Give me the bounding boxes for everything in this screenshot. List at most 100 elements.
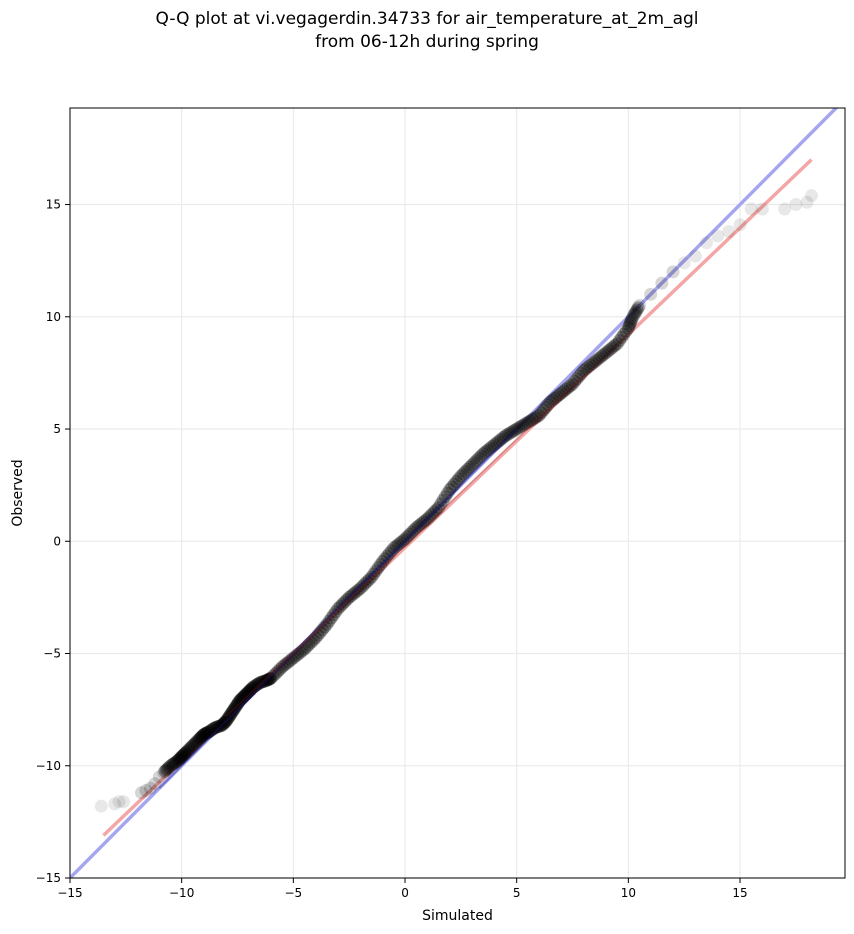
y-tick-label: −5 (43, 647, 61, 661)
qq-point (162, 760, 176, 774)
qq-point (191, 733, 205, 747)
chart-title-line-1: Q-Q plot at vi.vegagerdin.34733 for air_… (155, 9, 699, 29)
qq-point (174, 751, 188, 765)
qq-point (356, 579, 370, 593)
qq-point (143, 781, 157, 795)
qq-point (461, 462, 475, 476)
qq-point (505, 425, 519, 439)
qq-point (349, 585, 363, 599)
qq-point (256, 675, 270, 689)
qq-point (344, 589, 358, 603)
qq-point (199, 726, 213, 740)
qq-point (485, 440, 499, 454)
qq-point (204, 723, 218, 737)
qq-point (561, 381, 575, 395)
qq-point (581, 360, 595, 374)
qq-point (246, 680, 260, 694)
x-tick-label: −15 (57, 886, 82, 900)
qq-point (186, 739, 200, 753)
qq-point (159, 763, 173, 777)
qq-point (525, 413, 539, 427)
fit-line (102, 158, 813, 837)
qq-point (198, 727, 212, 741)
qq-point (804, 189, 818, 203)
qq-point (249, 678, 263, 692)
x-tick-label: 5 (513, 886, 521, 900)
qq-point (342, 590, 356, 604)
qq-point (262, 672, 276, 686)
qq-point (241, 686, 255, 700)
qq-point (367, 567, 381, 581)
qq-point (496, 431, 510, 445)
qq-point (438, 490, 452, 504)
qq-point (335, 597, 349, 611)
qq-point (164, 759, 178, 773)
qq-point (606, 340, 620, 354)
qq-point (300, 640, 314, 654)
qq-point (416, 515, 430, 529)
qq-point (247, 679, 261, 693)
qq-point (253, 676, 267, 690)
qq-point (436, 493, 450, 507)
qq-point (362, 572, 376, 586)
qq-point (494, 432, 508, 446)
qq-point (402, 528, 416, 542)
qq-point (193, 731, 207, 745)
x-tick-label: −10 (169, 886, 194, 900)
qq-point (250, 677, 264, 691)
identity-overlay-line (158, 428, 518, 789)
qq-point (201, 725, 215, 739)
qq-point (458, 465, 472, 479)
qq-point (242, 685, 256, 699)
qq-point (603, 342, 617, 356)
qq-point (190, 735, 204, 749)
qq-point (234, 693, 248, 707)
qq-point (559, 383, 573, 397)
qq-point (229, 699, 243, 713)
qq-point (218, 716, 232, 730)
qq-point (387, 541, 401, 555)
qq-point (207, 721, 221, 735)
qq-point (284, 653, 298, 667)
qq-point (427, 505, 441, 519)
qq-point (228, 700, 242, 714)
qq-point (608, 339, 622, 353)
qq-point (223, 708, 237, 722)
qq-point (273, 662, 287, 676)
qq-point (599, 346, 613, 360)
qq-point (139, 783, 153, 797)
qq-point (318, 620, 332, 634)
qq-point (503, 426, 517, 440)
qq-point (617, 327, 631, 341)
qq-point (440, 486, 454, 500)
qq-point (536, 403, 550, 417)
qq-point (108, 797, 122, 811)
qq-point (425, 507, 439, 521)
qq-point (481, 443, 495, 457)
qq-point (472, 451, 486, 465)
qq-point (572, 369, 586, 383)
qq-point (320, 617, 334, 631)
qq-point (633, 299, 647, 313)
qq-point (211, 720, 225, 734)
qq-point (396, 534, 410, 548)
qq-point (227, 702, 241, 716)
qq-point (429, 503, 443, 517)
qq-point (254, 675, 268, 689)
qq-point (677, 256, 691, 270)
qq-point (205, 722, 219, 736)
qq-point (371, 561, 385, 575)
qq-point (414, 517, 428, 531)
qq-point (499, 429, 513, 443)
qq-point (313, 625, 327, 639)
qq-point (409, 521, 423, 535)
qq-point (463, 460, 477, 474)
qq-point (309, 631, 323, 645)
qq-point (577, 364, 591, 378)
qq-point (543, 395, 557, 409)
qq-point (216, 717, 230, 731)
y-tick-label: −10 (36, 759, 61, 773)
qq-point (621, 321, 635, 335)
qq-point (570, 372, 584, 386)
chart-title-line-2: from 06-12h during spring (315, 32, 539, 52)
